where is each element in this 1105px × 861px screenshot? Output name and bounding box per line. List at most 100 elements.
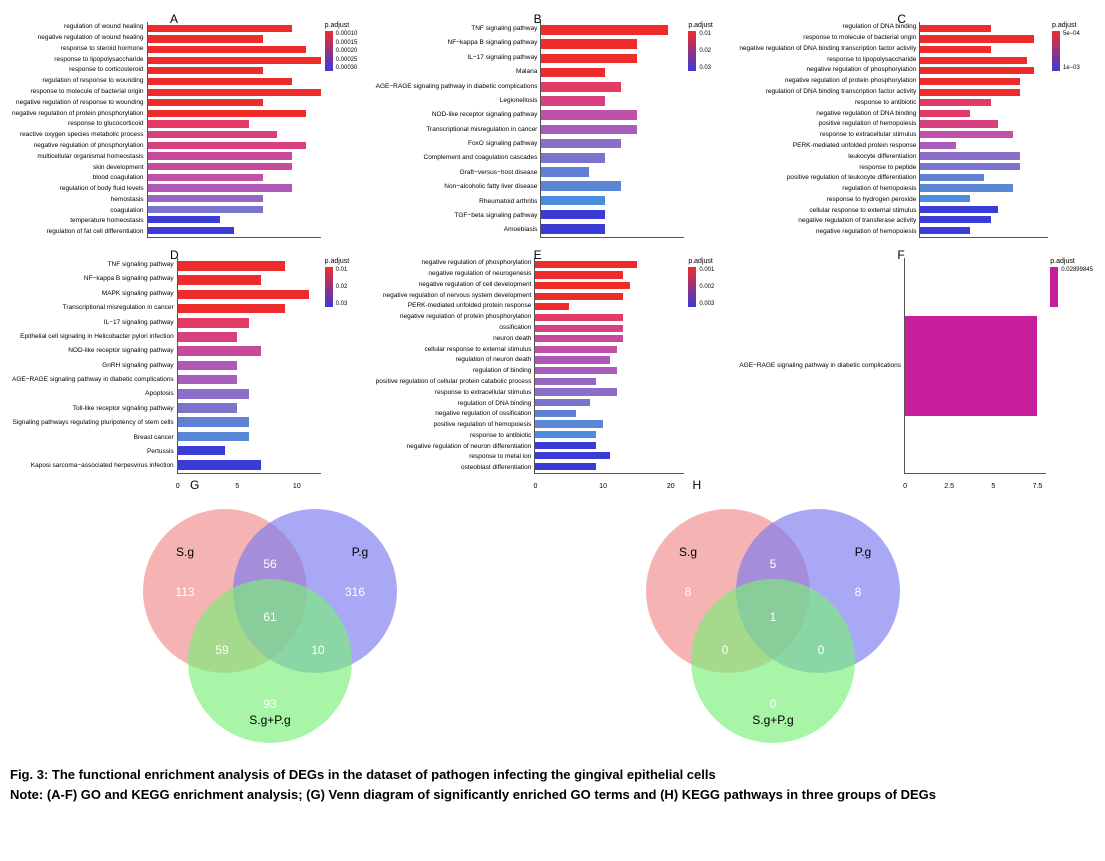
category-label: regulation of hemopoiesis [739,186,916,193]
bar [178,403,238,413]
category-label: response to extracellular stimulus [739,132,916,139]
bar [148,152,292,159]
legend-title: p.adjust [325,258,366,265]
bar [148,99,263,106]
legend-value: 0.00025 [336,57,358,63]
category-label: Epithelial cell signaling in Helicobacte… [12,334,174,341]
legend-title: p.adjust [688,258,729,265]
bar [535,431,596,438]
plot-area: 01020 [534,258,684,474]
bar [148,131,278,138]
x-tick: 0 [533,483,537,490]
bar [178,261,285,271]
legend-values: 0.010.020.03 [336,267,348,307]
bar [541,224,605,234]
category-label: IL−17 signaling pathway [376,55,538,62]
legend-gradient [1052,31,1060,71]
figure-caption-note: Note: (A-F) GO and KEGG enrichment analy… [10,786,1095,804]
legend-value: 0.03 [699,65,711,71]
venn-label-text: S.g [176,545,194,559]
legend-value: 0.03 [336,301,348,307]
color-legend: p.adjust0.010.020.03 [684,22,729,238]
bar [535,463,596,470]
bar [148,184,292,191]
legend-gradient [325,267,333,307]
bar [541,196,605,206]
bar [920,89,1019,96]
bar [541,82,620,92]
category-label: leukocyte differentiation [739,154,916,161]
bar [535,293,623,300]
bar [920,67,1033,74]
venn-label-text: 93 [263,697,277,711]
category-label: Pertussis [12,449,174,456]
bar [148,227,235,234]
panel-C: Cregulation of DNA bindingresponse to mo… [737,10,1095,240]
bar [148,216,220,223]
venn-label-text: 1 [769,610,776,624]
category-label: Malaria [376,69,538,76]
bar [541,68,605,78]
venn-label-text: 0 [817,643,824,657]
bar [178,318,249,328]
category-label: temperature homeostasis [12,218,144,225]
legend-gradient [325,31,333,71]
bar [535,261,637,268]
bar [920,110,970,117]
category-label: negative regulation of phosphorylation [739,67,916,74]
category-label: AGE−RAGE signaling pathway in diabetic c… [739,363,901,370]
category-label: negative regulation of response to wound… [12,100,144,107]
category-label: response to antibiotic [739,100,916,107]
bar-chart: negative regulation of phosphorylationne… [374,246,732,476]
plot-area: 02468 [540,22,684,238]
bar [535,282,630,289]
bar [541,210,605,220]
bars [905,258,1046,473]
category-label: response to steroid hormone [12,46,144,53]
category-label: reactive oxygen species metabolic proces… [12,132,144,139]
bar [541,110,636,120]
category-label: negative regulation of protein phosphory… [376,314,532,321]
legend-gradient [688,267,696,307]
category-label: response to lipopolysaccharide [12,57,144,64]
category-label: AGE−RAGE signaling pathway in diabetic c… [12,377,174,384]
panel-label: A [170,12,178,26]
bar [148,46,307,53]
y-axis-labels: negative regulation of phosphorylationne… [376,258,535,474]
legend-value: 0.00030 [336,65,358,71]
bars [535,258,684,473]
venn-label-text: 8 [854,585,861,599]
category-label: positive regulation of hemopoiesis [739,121,916,128]
legend-value: 0.01 [336,267,348,273]
figure-caption-title: Fig. 3: The functional enrichment analys… [10,766,1095,784]
bar [535,452,609,459]
category-label: NOD-like receptor signaling pathway [376,112,538,119]
category-label: GnRH signaling pathway [12,363,174,370]
panel-label: B [534,12,542,26]
category-label: response to hydrogen peroxide [739,197,916,204]
legend-gradient [1050,267,1058,307]
legend-values: 0.0010.0020.003 [699,267,714,307]
category-label: negative regulation of DNA binding [739,111,916,118]
panel-F: F AGE−RAGE signaling pathway in diabetic … [737,246,1095,476]
bar [178,417,249,427]
bar [535,356,609,363]
category-label: response to molecule of bacterial origin [12,89,144,96]
panels-grid: Aregulation of wound healingnegative reg… [10,10,1095,476]
bar [148,67,263,74]
bar [178,346,261,356]
category-label: NOD-like receptor signaling pathway [12,348,174,355]
venn-H: HS.gP.gS.g+P.g8805001 [573,486,1036,756]
category-label: PERK-mediated unfolded protein response [739,143,916,150]
venn-label-text: 8 [684,585,691,599]
panel-B: BTNF signaling pathwayNF−kappa B signali… [374,10,732,240]
bar [541,39,636,49]
panel-label: F [897,248,904,262]
bar-chart: TNF signaling pathwayNF−kappa B signalin… [374,10,732,240]
bar [920,46,991,53]
category-label: regulation of DNA binding [376,401,532,408]
bar [178,389,249,399]
venn-row: GS.gP.gS.g+P.g1133169356591061 HS.gP.gS.… [70,486,1035,756]
legend-value: 5e−04 [1063,31,1080,37]
bar [541,181,620,191]
